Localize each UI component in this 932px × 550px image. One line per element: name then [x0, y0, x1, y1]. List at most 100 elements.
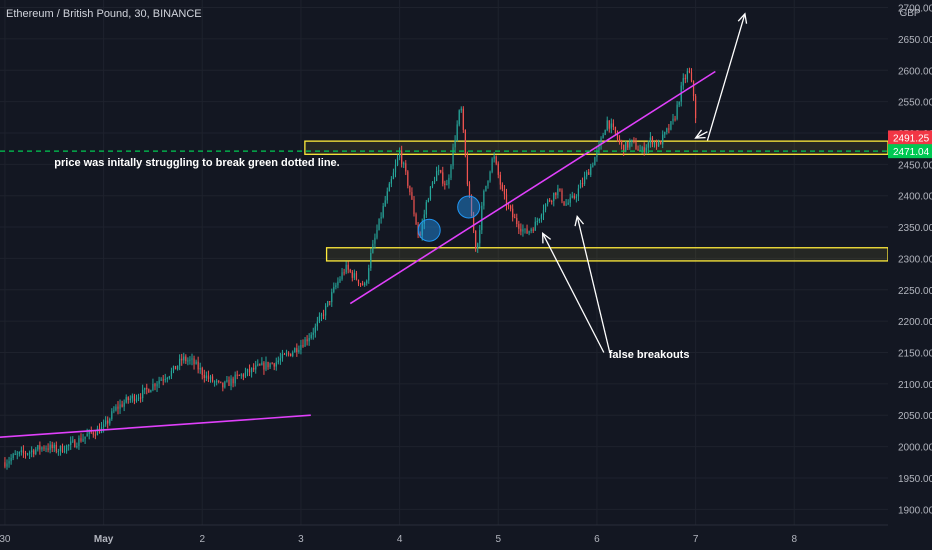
- candle-up: [378, 218, 380, 230]
- candle-down: [181, 358, 183, 361]
- candle-up: [160, 379, 162, 381]
- candle-down: [74, 440, 76, 448]
- candle-down: [296, 348, 298, 353]
- candle-up: [682, 78, 684, 86]
- y-tick-label: 2600.00: [898, 66, 932, 77]
- candle-up: [312, 332, 314, 335]
- candle-down: [133, 395, 136, 402]
- candle-up: [294, 348, 296, 353]
- candle-up: [105, 420, 107, 425]
- candle-up: [458, 110, 460, 125]
- candle-down: [444, 183, 446, 185]
- candle-up: [376, 229, 378, 238]
- y-tick-label: 2550.00: [898, 98, 932, 109]
- candle-up: [224, 381, 226, 388]
- candle-up: [191, 358, 193, 360]
- candle-up: [324, 305, 327, 316]
- candle-down: [507, 205, 510, 207]
- x-tick-label: 4: [397, 534, 403, 545]
- candle-up: [113, 410, 115, 412]
- candle-down: [563, 201, 565, 206]
- drawing-marks: [417, 12, 748, 353]
- candle-up: [327, 301, 329, 306]
- candle-up: [209, 376, 212, 379]
- annotation-false-breakouts: false breakouts: [608, 348, 690, 361]
- candle-down: [43, 447, 45, 449]
- arrow-head: [694, 129, 706, 139]
- price-axis[interactable]: 1900.00 1950.00 2000.00 2050.00 2100.00 2150.…: [888, 0, 932, 550]
- candle-up: [292, 352, 294, 357]
- candle-down: [549, 200, 551, 202]
- candle-down: [505, 194, 508, 206]
- candle-up: [341, 272, 343, 280]
- candle-up: [244, 372, 247, 377]
- candle-up: [487, 180, 489, 186]
- candle-down: [148, 389, 150, 393]
- y-tick-label: 2050.00: [898, 411, 932, 422]
- candle-down: [343, 272, 345, 274]
- candle-up: [380, 217, 382, 219]
- candle-up: [534, 221, 536, 231]
- candle-up: [304, 339, 306, 347]
- candle-down: [306, 339, 308, 342]
- candle-up: [538, 218, 540, 221]
- candle-up: [396, 157, 399, 165]
- candle-up: [493, 156, 495, 159]
- candle-down: [620, 141, 623, 145]
- y-tick-label: 1950.00: [898, 474, 932, 485]
- candle-down: [201, 368, 203, 375]
- candle-up: [569, 197, 571, 203]
- currency-label[interactable]: GBP: [899, 8, 921, 19]
- candle-up: [384, 200, 386, 206]
- candle-up: [565, 204, 567, 206]
- candle-down: [655, 141, 658, 147]
- candle-down: [635, 141, 637, 150]
- candle-up: [448, 177, 450, 185]
- candle-down: [228, 379, 230, 386]
- candle-down: [51, 444, 53, 449]
- candle-down: [287, 353, 290, 355]
- candle-up: [390, 179, 392, 184]
- candle-down: [236, 374, 238, 376]
- candle-up: [345, 264, 347, 273]
- candle-up: [664, 132, 666, 135]
- price-badge-value: 2491.25: [893, 133, 930, 144]
- candle-up: [115, 406, 117, 411]
- candle-up: [678, 101, 680, 105]
- candle-up: [8, 461, 10, 464]
- candle-up: [78, 438, 80, 447]
- candle-up: [536, 220, 538, 222]
- candle-down: [154, 383, 156, 387]
- y-tick-label: 2250.00: [898, 286, 932, 297]
- candle-up: [649, 137, 651, 143]
- candle-down: [561, 190, 563, 202]
- candle-down: [263, 362, 265, 370]
- candle-up: [16, 453, 18, 455]
- candle-up: [456, 124, 458, 141]
- candle-up: [187, 360, 189, 362]
- candle-up: [403, 163, 405, 165]
- candle-up: [647, 142, 649, 148]
- candle-down: [559, 188, 561, 191]
- candle-up: [213, 381, 216, 383]
- candle-up: [164, 379, 166, 381]
- candle-up: [31, 450, 33, 453]
- candle-down: [660, 141, 662, 145]
- candle-down: [688, 71, 691, 73]
- candle-up: [150, 390, 152, 393]
- candle-down: [442, 172, 444, 184]
- candle-down: [185, 356, 187, 362]
- symbol-title: Ethereum / British Pound, 30, BINANCE: [6, 8, 202, 20]
- x-tick-label: 3: [298, 534, 304, 545]
- candle-up: [65, 445, 68, 452]
- candle-down: [588, 172, 590, 175]
- time-axis[interactable]: 30 May 2 3 4 5 6 7 8: [0, 524, 888, 550]
- candle-up: [59, 445, 62, 452]
- candle-down: [497, 163, 499, 175]
- candle-down: [4, 462, 6, 467]
- arrow-line: [576, 216, 611, 353]
- candle-up: [76, 446, 78, 448]
- candle-down: [499, 174, 501, 185]
